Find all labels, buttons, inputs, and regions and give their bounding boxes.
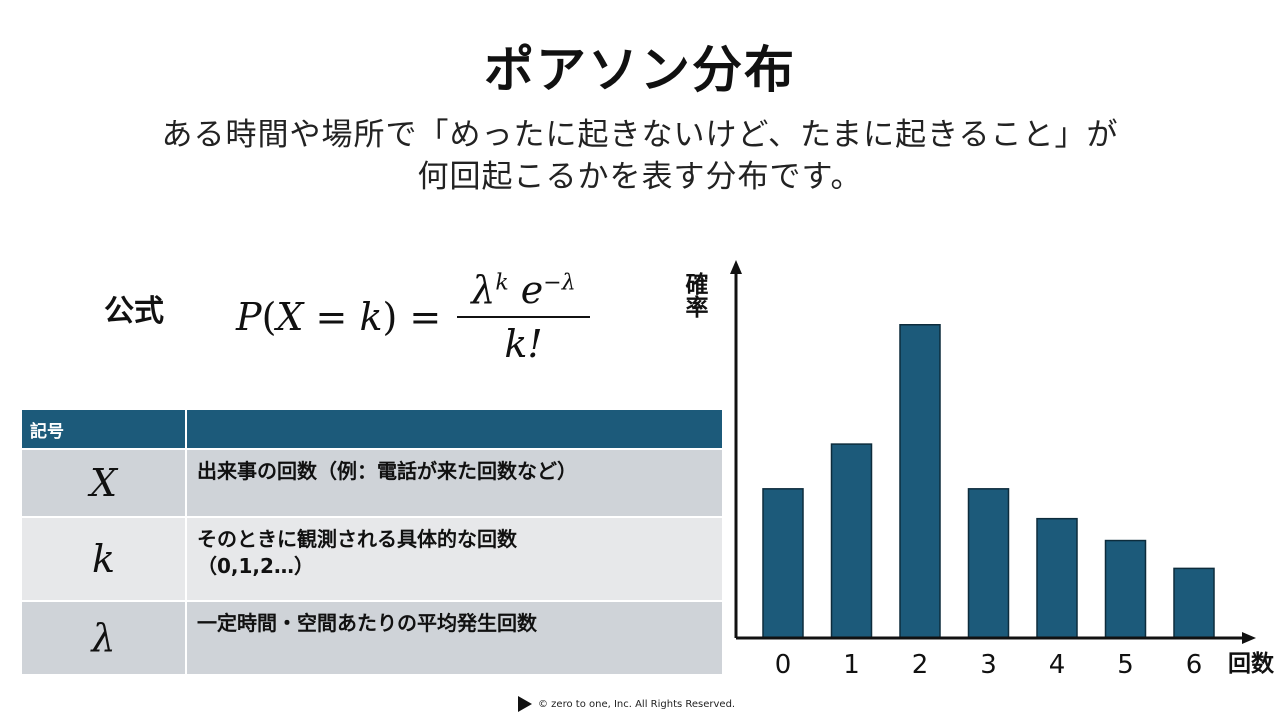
y-axis-label: 確率 xyxy=(681,271,709,318)
bar-0 xyxy=(762,488,804,639)
formula-e-exponent: −λ xyxy=(543,270,576,296)
formula-e: e xyxy=(520,268,544,312)
x-tick-label: 0 xyxy=(775,650,792,680)
x-tick-label: 1 xyxy=(843,650,860,680)
y-axis-arrow-icon xyxy=(730,260,742,274)
symbol-cell: λ xyxy=(22,600,187,674)
x-tick-label: 2 xyxy=(912,650,929,680)
x-tick-label: 6 xyxy=(1186,650,1203,680)
description-line: 出来事の回数（例：電話が来た回数など） xyxy=(197,459,577,483)
symbol-header-cell: 記号 xyxy=(22,410,187,449)
bar-3 xyxy=(967,488,1010,639)
symbol-cell: X xyxy=(22,448,187,517)
subtitle: ある時間や場所で「めったに起きないけど、たまに起きること」が 何回起こるかを表す… xyxy=(0,114,1280,198)
formula-lambda: λ xyxy=(471,268,496,312)
subtitle-line-2: 何回起こるかを表す分布です。 xyxy=(417,159,863,195)
bar-6 xyxy=(1173,567,1215,639)
formula-equals: = xyxy=(397,295,442,339)
formula-label: 公式 xyxy=(104,294,164,329)
table-row: X 出来事の回数（例：電話が来た回数など） xyxy=(22,448,722,517)
description-line: 一定時間・空間あたりの平均発生回数 xyxy=(197,611,537,635)
x-tick-label: 5 xyxy=(1117,650,1134,680)
x-axis-label: 回数 xyxy=(1228,651,1275,677)
formula-lhs: P(X = k) = xyxy=(236,295,441,339)
description-line-2: （0,1,2…） xyxy=(197,554,314,578)
x-tick-label: 3 xyxy=(980,650,997,680)
copyright-text: © zero to one, Inc. All Rights Reserved. xyxy=(538,698,736,710)
description-cell: 出来事の回数（例：電話が来た回数など） xyxy=(186,448,722,517)
bar-2 xyxy=(899,324,941,639)
subtitle-line-1: ある時間や場所で「めったに起きないけど、たまに起きること」が xyxy=(161,117,1119,153)
formula-p: P xyxy=(236,295,262,339)
description-cell: そのときに観測される具体的な回数 （0,1,2…） xyxy=(186,516,722,601)
formula-denominator: k! xyxy=(504,322,543,366)
bar-5 xyxy=(1104,539,1147,639)
formula-lambda-exponent: k xyxy=(495,270,509,296)
description-cell: 一定時間・空間あたりの平均発生回数 xyxy=(186,600,722,674)
formula-inner-equals: = xyxy=(303,295,360,339)
poisson-formula: P(X = k) = λk e−λ k! xyxy=(236,262,590,372)
play-triangle-icon xyxy=(518,696,532,712)
description-line: そのときに観測される具体的な回数 xyxy=(197,527,517,551)
bar-4 xyxy=(1036,517,1078,639)
formula-x: X xyxy=(276,295,304,339)
formula-k: k xyxy=(359,295,383,339)
table-row: k そのときに観測される具体的な回数 （0,1,2…） xyxy=(22,516,722,601)
x-tick-label: 4 xyxy=(1049,650,1066,680)
page-title: ポアソン分布 xyxy=(484,41,796,99)
bar-1 xyxy=(830,443,873,639)
formula-fraction: λk e−λ k! xyxy=(457,268,590,366)
symbol-cell: k xyxy=(22,516,187,601)
symbol-table-header: 記号 xyxy=(22,410,722,449)
formula-open-paren: ( xyxy=(261,295,277,339)
formula-close-paren: ) xyxy=(382,295,398,339)
symbol-table: 記号 X 出来事の回数（例：電話が来た回数など） k そのときに観測される具体的… xyxy=(22,410,722,674)
table-row: λ 一定時間・空間あたりの平均発生回数 xyxy=(22,600,722,674)
description-header-cell xyxy=(186,410,722,449)
x-axis-arrow-icon xyxy=(1242,632,1256,644)
footer: © zero to one, Inc. All Rights Reserved. xyxy=(518,696,735,712)
formula-numerator: λk e−λ xyxy=(457,268,590,318)
